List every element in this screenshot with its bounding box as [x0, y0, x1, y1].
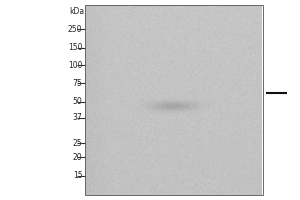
Text: 100: 100: [68, 60, 83, 70]
Text: 25: 25: [73, 138, 82, 148]
Text: 20: 20: [73, 152, 82, 162]
Text: 15: 15: [73, 171, 82, 180]
Text: 250: 250: [68, 24, 83, 33]
Text: 150: 150: [68, 44, 83, 52]
Text: 75: 75: [73, 78, 82, 88]
Text: kDa: kDa: [69, 6, 84, 16]
Bar: [85, 5, 262, 195]
Text: 50: 50: [73, 98, 82, 106]
Text: 37: 37: [73, 114, 82, 122]
